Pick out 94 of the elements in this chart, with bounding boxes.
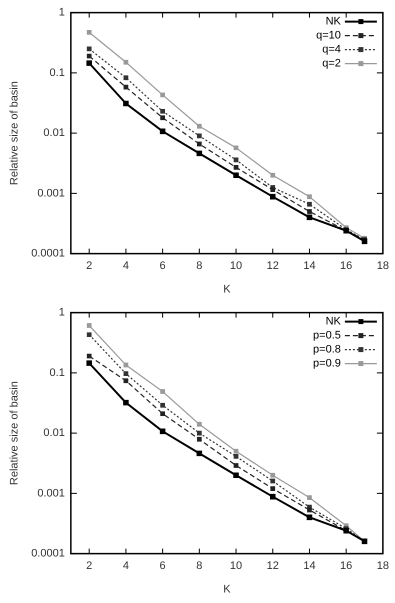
point xyxy=(234,463,238,468)
y-tick-label: 0.001 xyxy=(37,487,65,500)
point xyxy=(86,60,92,66)
point xyxy=(124,75,128,80)
x-tick-label: 18 xyxy=(376,260,390,272)
y-tick-label: 0.0001 xyxy=(31,248,65,260)
point xyxy=(307,202,312,207)
y-tick-label: 0.01 xyxy=(43,427,65,440)
point xyxy=(160,428,166,434)
point xyxy=(86,360,92,366)
legend-label: q=10 xyxy=(316,30,341,42)
point xyxy=(196,124,202,129)
point xyxy=(123,100,129,106)
point xyxy=(160,128,166,134)
y-tick-label: 1 xyxy=(58,306,65,319)
point xyxy=(233,472,239,478)
x-axis-title: K xyxy=(223,283,232,296)
x-tick-label: 10 xyxy=(230,260,242,272)
point xyxy=(160,402,165,408)
legend-label: q=4 xyxy=(322,44,341,56)
point xyxy=(270,187,276,192)
point xyxy=(160,108,165,114)
y-tick-label: 0.01 xyxy=(43,127,65,140)
legend-label: p=0.9 xyxy=(313,358,341,370)
point xyxy=(124,378,128,384)
point xyxy=(306,514,312,520)
point xyxy=(124,60,128,65)
y-axis-title: Relative size of basin xyxy=(8,381,21,486)
point xyxy=(86,354,92,358)
point xyxy=(270,172,276,178)
point xyxy=(306,214,312,220)
point xyxy=(270,194,276,200)
legend-label: p=0.8 xyxy=(313,344,341,356)
point xyxy=(307,495,312,500)
point xyxy=(307,508,312,512)
point xyxy=(196,150,202,156)
point xyxy=(160,115,165,120)
point xyxy=(86,54,92,58)
x-tick-label: 4 xyxy=(122,260,129,272)
point xyxy=(196,133,202,138)
point xyxy=(124,84,128,90)
point xyxy=(307,194,312,200)
point xyxy=(196,450,202,456)
point xyxy=(160,389,165,394)
x-tick-label: 18 xyxy=(376,560,390,572)
x-tick-label: 4 xyxy=(122,560,129,572)
legend-label: NK xyxy=(326,16,342,28)
x-tick-label: 2 xyxy=(86,260,92,272)
point xyxy=(234,145,238,150)
legend-label: p=0.5 xyxy=(313,330,341,342)
y-axis-title: Relative size of basin xyxy=(8,81,21,186)
x-tick-label: 14 xyxy=(303,260,316,272)
point xyxy=(270,472,276,478)
y-tick-label: 0.0001 xyxy=(31,548,65,560)
x-tick-label: 2 xyxy=(86,560,92,572)
point xyxy=(196,430,202,436)
point xyxy=(86,30,92,35)
y-tick-label: 0.1 xyxy=(50,366,65,379)
point xyxy=(270,478,276,484)
point xyxy=(124,371,128,376)
legend-label: NK xyxy=(326,316,342,328)
x-axis-title: K xyxy=(223,583,232,596)
point xyxy=(234,454,238,459)
point xyxy=(86,46,92,52)
point xyxy=(234,448,238,454)
legend-label: q=2 xyxy=(322,58,341,70)
x-tick-label: 16 xyxy=(340,260,352,272)
y-tick-label: 1 xyxy=(58,6,65,19)
y-tick-label: 0.1 xyxy=(50,66,65,79)
x-tick-label: 16 xyxy=(340,560,352,572)
point xyxy=(86,332,92,338)
point xyxy=(196,436,202,442)
point xyxy=(234,157,238,162)
point xyxy=(86,323,92,328)
x-tick-label: 12 xyxy=(266,260,279,272)
y-tick-label: 0.001 xyxy=(37,187,65,200)
point xyxy=(196,422,202,427)
point xyxy=(270,494,276,500)
point xyxy=(196,142,202,146)
point xyxy=(307,209,312,214)
point xyxy=(123,400,129,406)
x-tick-label: 8 xyxy=(196,560,202,572)
x-tick-label: 10 xyxy=(230,560,242,572)
point xyxy=(160,411,165,416)
x-tick-label: 8 xyxy=(196,260,202,272)
x-tick-label: 6 xyxy=(160,560,166,572)
point xyxy=(160,92,165,98)
x-tick-label: 12 xyxy=(266,560,279,572)
point xyxy=(233,172,239,178)
point xyxy=(270,486,276,491)
x-tick-label: 6 xyxy=(160,260,166,272)
point xyxy=(234,164,238,170)
point xyxy=(124,362,128,368)
x-tick-label: 14 xyxy=(303,560,316,572)
